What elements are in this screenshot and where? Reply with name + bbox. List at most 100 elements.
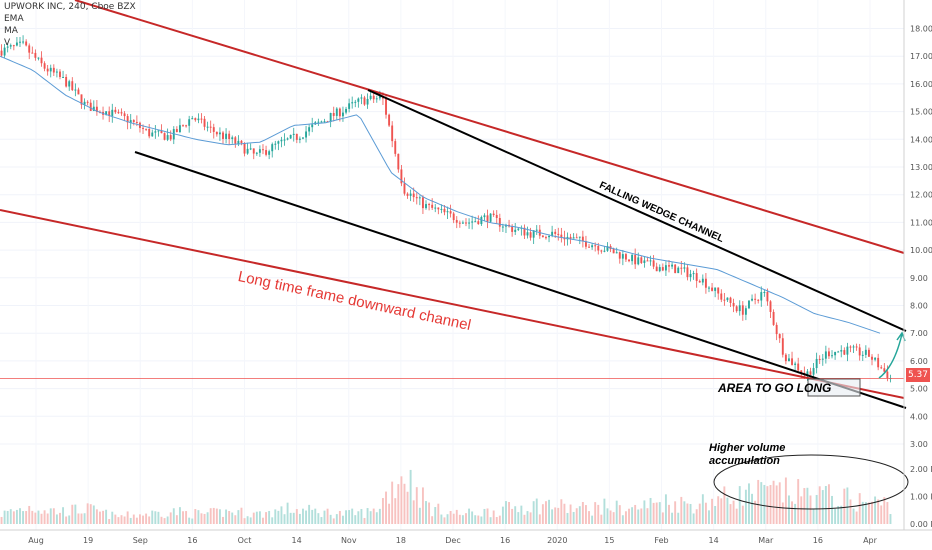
candle-93: [286, 138, 289, 140]
candle-238: [732, 302, 735, 307]
volume-bar-269: [827, 484, 830, 524]
candle-19: [59, 71, 61, 77]
volume-bar-201: [618, 505, 621, 524]
candle-230: [708, 287, 710, 289]
candle-243: [748, 300, 750, 309]
volume-bar-162: [498, 515, 501, 524]
candle-114: [351, 102, 354, 104]
candle-245: [754, 298, 757, 300]
volume-bar-251: [772, 480, 775, 524]
volume-bar-135: [415, 487, 418, 524]
candle-78: [240, 140, 243, 144]
volume-bar-53: [163, 518, 166, 524]
volume-bar-146: [449, 511, 452, 524]
volume-bar-124: [381, 498, 384, 524]
volume-tick-1: 1.00 M: [910, 493, 932, 502]
volume-bar-106: [326, 508, 329, 524]
volume-bar-275: [846, 487, 849, 524]
volume-bar-109: [335, 514, 338, 524]
candle-139: [428, 204, 431, 206]
candle-206: [634, 254, 637, 265]
volume-bar-35: [108, 519, 111, 524]
candle-203: [624, 254, 627, 260]
candle-35: [108, 111, 111, 116]
volume-bar-114: [351, 508, 354, 524]
volume-bar-141: [434, 507, 437, 524]
candle-73: [225, 133, 228, 139]
volume-bar-154: [474, 515, 477, 524]
volume-bar-56: [172, 508, 175, 524]
candle-22: [68, 81, 71, 87]
volume-bar-105: [323, 510, 326, 524]
volume-bar-147: [452, 513, 455, 524]
candle-23: [71, 81, 74, 91]
volume-bar-238: [732, 500, 735, 524]
volume-bar-222: [683, 501, 686, 524]
volume-bar-80: [246, 516, 249, 524]
candle-271: [834, 351, 837, 356]
candle-79: [243, 143, 246, 154]
candle-251: [772, 311, 775, 325]
candle-120: [369, 95, 372, 99]
volume-bar-88: [271, 517, 274, 524]
candle-211: [649, 260, 652, 262]
volume-bar-227: [698, 503, 701, 524]
candle-104: [320, 121, 323, 123]
candle-101: [311, 124, 314, 128]
volume-bar-191: [588, 511, 590, 524]
candle-109: [335, 108, 338, 116]
candle-284: [874, 357, 877, 360]
volume-bar-209: [643, 500, 646, 524]
candle-36: [111, 109, 114, 116]
time-tick-11: 15: [604, 536, 614, 545]
volume-bar-79: [243, 518, 246, 524]
candle-226: [695, 273, 698, 281]
volume-bar-52: [160, 516, 163, 524]
volume-bar-36: [111, 511, 114, 524]
volume-bar-220: [677, 512, 680, 524]
candle-129: [397, 153, 400, 170]
volume-bar-236: [726, 497, 729, 524]
volume-bar-104: [320, 517, 323, 524]
volume-bar-16: [49, 508, 52, 524]
candle-88: [271, 144, 274, 152]
candle-49: [151, 132, 154, 137]
volume-bar-42: [129, 517, 132, 524]
candle-222: [683, 267, 686, 269]
candle-272: [837, 351, 840, 353]
volume-bar-174: [535, 498, 538, 524]
volume-bar-58: [178, 507, 181, 524]
candle-28: [86, 101, 89, 103]
price-tick-14: 4.00: [910, 412, 928, 421]
candle-218: [671, 264, 674, 267]
candle-126: [388, 114, 391, 126]
candle-250: [769, 301, 772, 312]
ema-legend[interactable]: EMA: [4, 14, 24, 24]
candle-265: [815, 358, 818, 369]
volume-legend[interactable]: V: [4, 38, 11, 48]
grid: [0, 0, 904, 530]
candle-247: [760, 292, 763, 301]
candle-192: [591, 245, 594, 248]
ma-legend[interactable]: MA: [4, 26, 18, 36]
volume-bar-253: [778, 482, 781, 524]
candle-172: [529, 232, 532, 238]
time-tick-12: Feb: [654, 536, 668, 545]
candle-96: [295, 133, 298, 140]
volume-bar-134: [412, 500, 415, 524]
volume-bar-125: [385, 491, 387, 524]
candle-55: [169, 135, 172, 140]
candle-257: [791, 358, 793, 365]
candle-269: [827, 351, 830, 357]
candle-189: [581, 236, 584, 242]
candle-207: [637, 257, 640, 265]
candle-7: [22, 41, 25, 43]
volume-bar-103: [317, 513, 320, 524]
candle-209: [643, 260, 646, 263]
candle-75: [231, 137, 234, 140]
candle-214: [658, 267, 661, 272]
candle-15: [46, 68, 49, 72]
candle-210: [646, 260, 649, 262]
volume-bar-1: [3, 510, 6, 524]
price-tick-0: 18.00: [910, 25, 932, 34]
